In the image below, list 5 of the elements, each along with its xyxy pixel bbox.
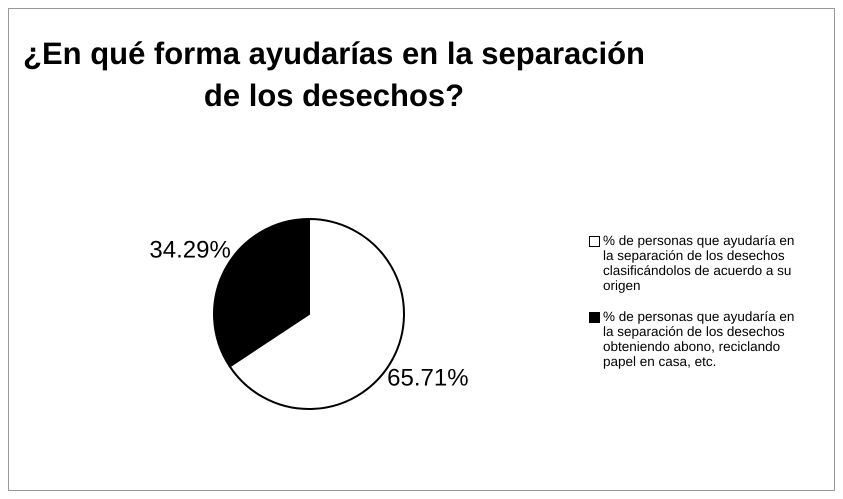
data-label: 65.71% xyxy=(387,364,469,392)
legend-label: % de personas que ayudaría en la separación de los desechos obteniendo abono, reciclando papel en casa, etc. xyxy=(603,309,796,369)
data-label: 34.29% xyxy=(149,236,231,264)
legend-label: % de personas que ayudaría en la separación de los desechos clasificándolos de acuerdo a su origen xyxy=(603,233,796,293)
chart-title: ¿En qué forma ayudarías en la separación de los desechos? xyxy=(22,35,646,115)
